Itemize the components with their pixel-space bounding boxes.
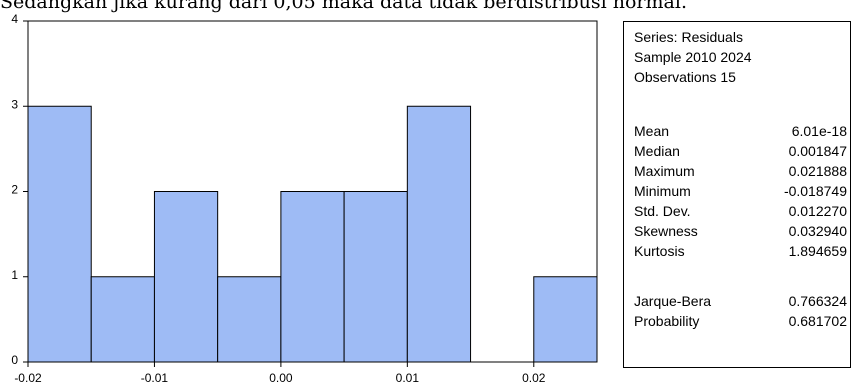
stat-label: Kurtosis	[634, 243, 685, 259]
y-tick-label: 4	[11, 12, 18, 26]
stat-row-kurtosis: Kurtosis 1.894659	[634, 241, 847, 261]
stat-value: 1.894659	[788, 243, 847, 259]
x-tick-label: -0.02	[14, 371, 42, 385]
stat-row-std-dev: Std. Dev. 0.012270	[634, 201, 847, 221]
histogram-bar	[90, 276, 155, 363]
histogram-bar	[533, 276, 598, 363]
stat-value: 6.01e-18	[791, 123, 847, 139]
stat-row-mean: Mean 6.01e-18	[634, 121, 847, 141]
stat-label: Std. Dev.	[634, 203, 691, 219]
stat-label: Jarque-Bera	[634, 293, 712, 309]
observations-count: Observations 15	[634, 69, 736, 85]
y-tick-label: 1	[11, 268, 18, 282]
stat-value: 0.001847	[788, 143, 847, 159]
stat-row-minimum: Minimum -0.018749	[634, 181, 847, 201]
stat-value: -0.018749	[783, 183, 847, 199]
histogram-bar	[406, 105, 472, 363]
y-tick-label: 2	[11, 183, 18, 197]
y-tick-label: 3	[11, 97, 18, 111]
statistics-panel: Series: Residuals Sample 2010 2024 Obser…	[623, 21, 851, 368]
stat-label: Mean	[634, 123, 670, 139]
stat-value: 0.766324	[788, 293, 847, 309]
histogram-bar	[343, 191, 408, 363]
sample-range: Sample 2010 2024	[634, 49, 752, 65]
stat-label: Median	[634, 143, 680, 159]
stat-row-median: Median 0.001847	[634, 141, 847, 161]
stat-value: 0.021888	[788, 163, 847, 179]
histogram-bar	[153, 191, 219, 363]
y-tick-label: 0	[11, 353, 18, 367]
series-name: Series: Residuals	[634, 29, 743, 45]
stat-label: Probability	[634, 313, 700, 329]
histogram-bar	[280, 191, 345, 363]
stat-value: 0.681702	[788, 313, 847, 329]
stat-label: Skewness	[634, 223, 698, 239]
x-tick-label: 0.01	[396, 371, 420, 385]
x-tick-label: -0.01	[141, 371, 169, 385]
x-tick-label: 0.02	[522, 371, 546, 385]
stat-row-jarque-bera: Jarque-Bera 0.766324	[634, 291, 847, 311]
stat-value: 0.012270	[788, 203, 847, 219]
caption-text: Sedangkan jika kurang dari 0,05 maka dat…	[0, 0, 687, 13]
stat-row-probability: Probability 0.681702	[634, 311, 847, 331]
histogram-bar	[217, 276, 282, 363]
stat-row-maximum: Maximum 0.021888	[634, 161, 847, 181]
stat-row-skewness: Skewness 0.032940	[634, 221, 847, 241]
residuals-histogram: 0 1 2 3 4 -0.02 -0.01 0.00 0.01 0.02	[11, 12, 598, 385]
stat-value: 0.032940	[788, 223, 847, 239]
stat-label: Maximum	[634, 163, 695, 179]
stat-label: Minimum	[634, 183, 691, 199]
histogram-bar	[27, 105, 92, 363]
x-tick-label: 0.00	[269, 371, 293, 385]
stats-header: Series: Residuals Sample 2010 2024 Obser…	[634, 27, 752, 87]
